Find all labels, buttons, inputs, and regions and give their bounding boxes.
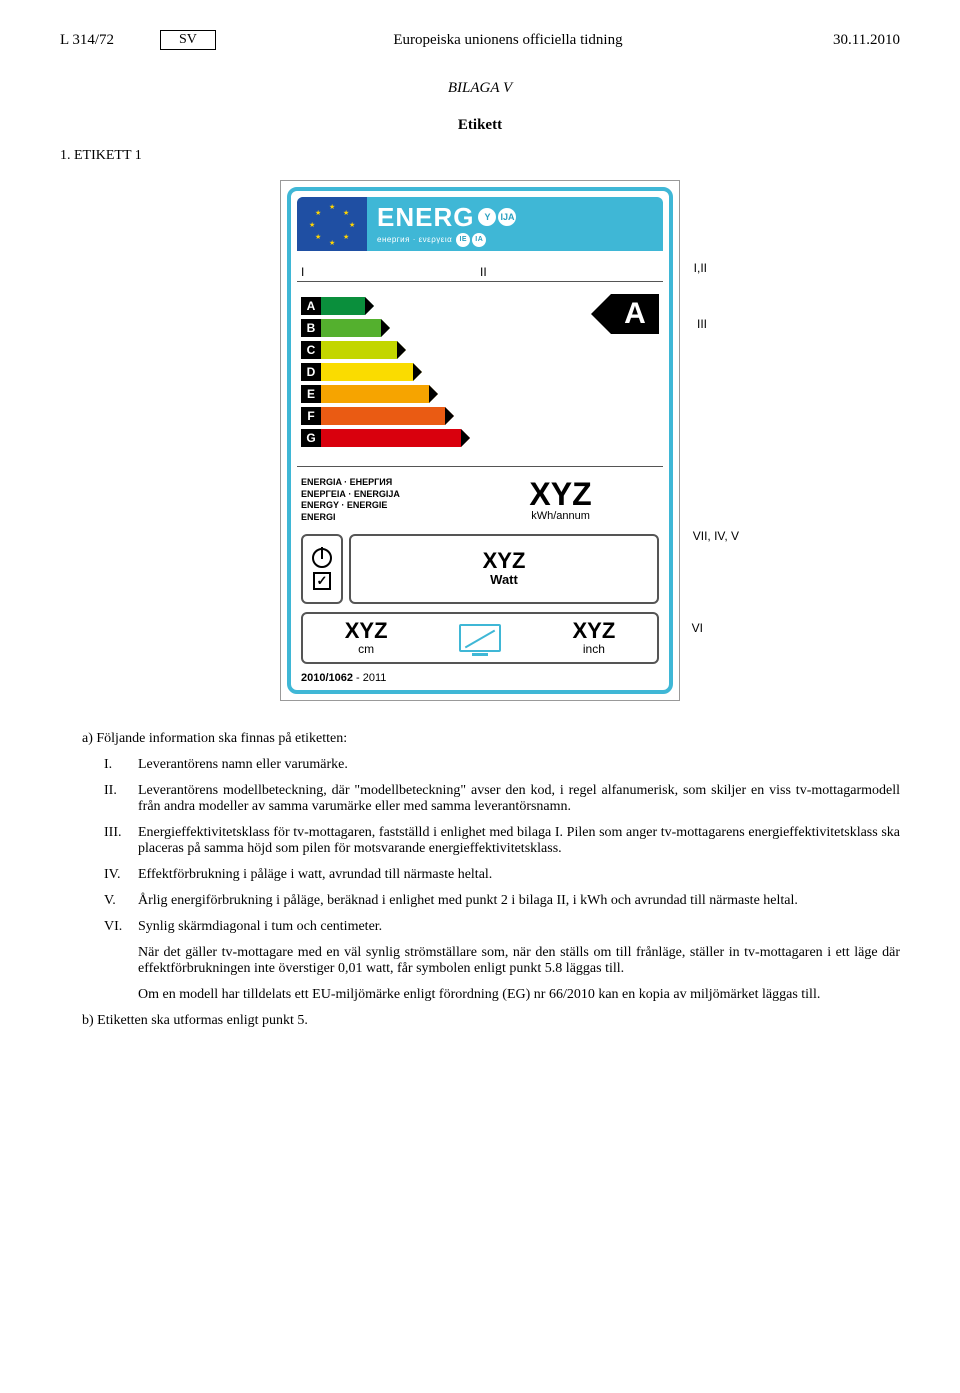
class-letter: B <box>301 319 321 337</box>
screen-icon <box>459 624 501 652</box>
header-lang-badge: SV <box>160 30 216 50</box>
section-title: Etikett <box>60 117 900 134</box>
diag-inch-unit: inch <box>572 642 615 656</box>
suffix-mini-circle: IA <box>472 233 486 247</box>
supplier-name-field: I <box>301 265 480 279</box>
roman-text: Energieffektivitetsklass för tv-mottagar… <box>138 825 900 857</box>
class-arrow <box>321 319 381 337</box>
class-letter: F <box>301 407 321 425</box>
class-arrow <box>321 341 397 359</box>
watt-value: XYZ <box>483 550 526 572</box>
paragraph: När det gäller tv-mottagare med en väl s… <box>138 945 900 977</box>
subsection-title: 1. ETIKETT 1 <box>60 148 900 164</box>
suffix-mini-circle: IE <box>456 233 470 247</box>
class-arrow <box>321 429 461 447</box>
callout-III: III <box>697 317 707 331</box>
class-arrow <box>321 407 445 425</box>
model-id-field: II <box>480 265 659 279</box>
class-row-E: E <box>301 384 501 404</box>
efficiency-class-section: ABCDEFG A <box>297 290 663 462</box>
energy-label: ★ ★ ★ ★ ★ ★ ★ ★ ENERG Y IJA <box>280 180 680 701</box>
class-letter: A <box>301 297 321 315</box>
roman-text: Leverantörens namn eller varumärke. <box>138 757 900 773</box>
paragraph: Om en modell har tilldelats ett EU-miljö… <box>138 987 900 1003</box>
class-arrow <box>321 297 365 315</box>
supplier-row: I II <box>297 257 663 282</box>
regulation-year: - 2011 <box>353 672 386 684</box>
header-journal-title: Europeiska unionens officiella tidning <box>216 32 800 49</box>
diag-inch-value: XYZ <box>572 620 615 642</box>
class-letter: C <box>301 341 321 359</box>
annex-title: BILAGA V <box>60 80 900 97</box>
class-letter: E <box>301 385 321 403</box>
energy-label-wrapper: ★ ★ ★ ★ ★ ★ ★ ★ ENERG Y IJA <box>60 180 900 701</box>
check-icon: ✓ <box>313 572 331 590</box>
roman-num: VI. <box>104 919 138 935</box>
class-row-F: F <box>301 406 501 426</box>
energ-brand: ENERG <box>377 202 474 233</box>
header-date: 30.11.2010 <box>800 32 900 49</box>
callout-I-II: I,II <box>694 261 707 275</box>
picto-row: ✓ XYZ Watt <box>297 530 663 604</box>
suffix-circle: IJA <box>498 208 516 226</box>
class-letter: D <box>301 363 321 381</box>
eu-flag-icon: ★ ★ ★ ★ ★ ★ ★ ★ <box>297 197 367 251</box>
watt-picto: XYZ Watt <box>349 534 659 604</box>
class-letter: G <box>301 429 321 447</box>
product-class-letter: A <box>611 294 659 334</box>
regulation-footer: 2010/1062 - 2011 <box>297 666 663 684</box>
roman-text: Synlig skärmdiagonal i tum och centimete… <box>138 919 900 935</box>
class-arrow <box>321 385 429 403</box>
class-row-C: C <box>301 340 501 360</box>
roman-text: Effektförbrukning i påläge i watt, avrun… <box>138 867 900 883</box>
kwh-unit: kWh/annum <box>462 510 659 522</box>
label-header-band: ★ ★ ★ ★ ★ ★ ★ ★ ENERG Y IJA <box>297 197 663 251</box>
diag-cm-unit: cm <box>345 642 388 656</box>
roman-text: Årlig energiförbrukning i påläge, beräkn… <box>138 893 900 909</box>
class-row-D: D <box>301 362 501 382</box>
roman-text: Leverantörens modellbeteckning, där "mod… <box>138 783 900 815</box>
diagonal-row: XYZ cm XYZ inch <box>301 612 659 664</box>
class-row-G: G <box>301 428 501 448</box>
roman-num: II. <box>104 783 138 815</box>
header-page-ref: L 314/72 <box>60 32 160 49</box>
watt-unit: Watt <box>490 572 518 587</box>
regulation-number: 2010/1062 <box>301 672 353 684</box>
diag-cm-value: XYZ <box>345 620 388 642</box>
product-class-indicator: A <box>591 294 659 334</box>
kwh-value: XYZ <box>462 478 659 510</box>
class-row-B: B <box>301 318 501 338</box>
roman-num: V. <box>104 893 138 909</box>
roman-num: I. <box>104 757 138 773</box>
roman-num: III. <box>104 825 138 857</box>
callout-VI: VI <box>692 621 703 635</box>
power-switch-picto: ✓ <box>301 534 343 604</box>
page-header: L 314/72 SV Europeiska unionens officiel… <box>60 30 900 50</box>
suffix-circle: Y <box>478 208 496 226</box>
class-row-A: A <box>301 296 501 316</box>
power-icon <box>312 548 332 568</box>
list-item-a: a) Följande information ska finnas på et… <box>82 731 900 747</box>
roman-num: IV. <box>104 867 138 883</box>
callout-VII-IV-V: VII, IV, V <box>693 529 739 543</box>
class-arrow <box>321 363 413 381</box>
energ-subline: енергия · ενεργεια <box>377 235 452 244</box>
list-item-b: b) Etiketten ska utformas enligt punkt 5… <box>82 1013 900 1029</box>
energy-consumption-row: ENERGIA · ЕНЕРГИЯΕΝΕΡΓΕΙΑ · ENERGIJAENER… <box>297 471 663 530</box>
roman-list: I.Leverantörens namn eller varumärke. II… <box>104 757 900 935</box>
energia-multilang-label: ENERGIA · ЕНЕРГИЯΕΝΕΡΓΕΙΑ · ENERGIJAENER… <box>301 477 462 524</box>
